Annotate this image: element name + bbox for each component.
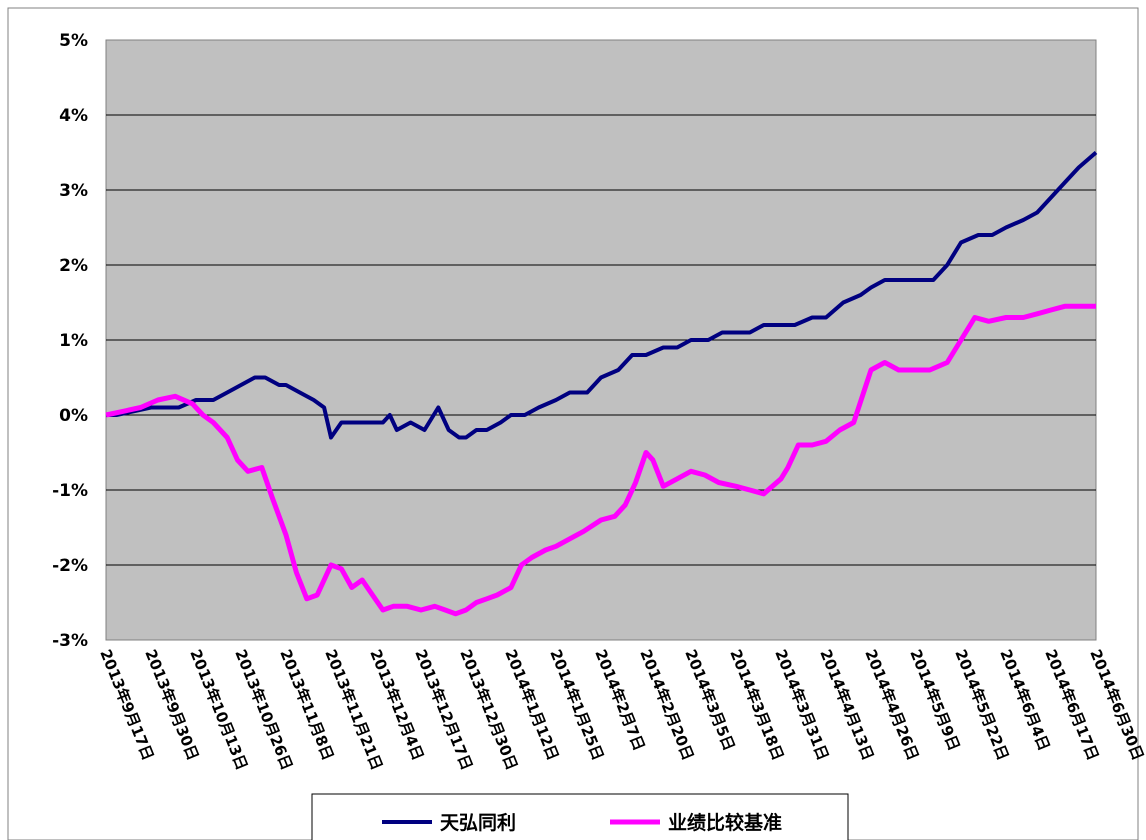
y-tick-label: -1%	[52, 481, 88, 501]
series-line-0	[106, 150, 1098, 440]
y-tick-label: 5%	[59, 31, 88, 51]
y-tick-label: 0%	[59, 406, 88, 426]
y-axis-tick-labels: 5% 4% 3% 2% 1% 0% -1% -2% -3%	[52, 31, 88, 651]
y-tick-label: 4%	[59, 106, 88, 126]
series-line-1	[105, 303, 1096, 617]
y-tick-label: 1%	[59, 331, 88, 351]
legend: 天弘同利 业绩比较基准	[311, 793, 849, 840]
legend-label: 业绩比较基准	[668, 811, 782, 834]
y-tick-label: 2%	[59, 256, 88, 276]
y-tick-label: -2%	[52, 556, 88, 576]
y-tick-label: 3%	[59, 181, 88, 201]
legend-label: 天弘同利	[440, 812, 516, 834]
series-lines	[105, 150, 1098, 617]
y-tick-label: -3%	[52, 631, 88, 651]
legend-box	[311, 793, 849, 840]
